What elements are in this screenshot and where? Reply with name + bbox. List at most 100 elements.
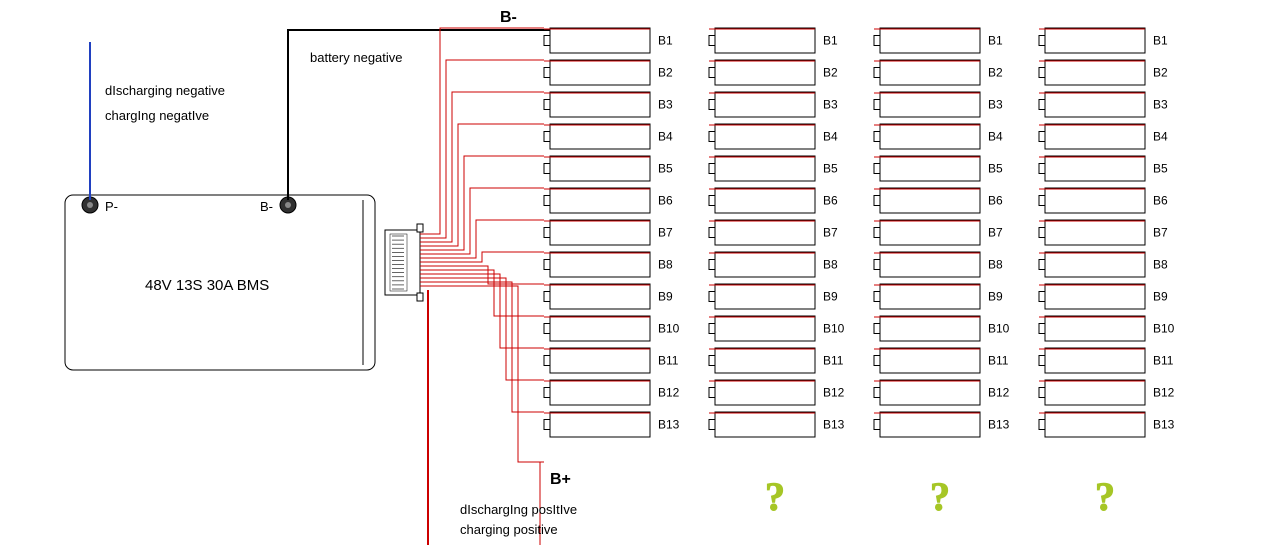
battery-cell: [1045, 380, 1145, 405]
battery-cell: [715, 156, 815, 181]
cell-label: B1: [1153, 34, 1168, 48]
battery-cell: [550, 252, 650, 277]
balance-wire: [420, 270, 544, 316]
balance-wire: [420, 60, 544, 238]
cell-label: B8: [823, 258, 838, 272]
cell-label: B5: [658, 162, 673, 176]
cell-label: B11: [823, 354, 844, 368]
battery-cell: [550, 220, 650, 245]
cell-label: B3: [823, 98, 838, 112]
cell-label: B9: [658, 290, 673, 304]
cell-label: B13: [988, 418, 1010, 432]
cell-label: B4: [1153, 130, 1168, 144]
balance-wire: [420, 156, 544, 250]
battery-cell: [550, 284, 650, 309]
cell-label: B7: [1153, 226, 1168, 240]
battery-cell: [715, 380, 815, 405]
battery-cell: [880, 412, 980, 437]
cell-label: B8: [658, 258, 673, 272]
battery-cell: [550, 188, 650, 213]
battery-cell: [550, 412, 650, 437]
question-mark-icon: ?: [765, 474, 785, 519]
battery-cell: [1045, 220, 1145, 245]
cell-label: B2: [1153, 66, 1168, 80]
cell-label: B11: [658, 354, 679, 368]
battery-cell: [880, 92, 980, 117]
battery-cell: [1045, 28, 1145, 53]
cell-label: B4: [823, 130, 838, 144]
balance-wire: [420, 124, 544, 246]
cell-label: B5: [988, 162, 1003, 176]
balance-wire: [420, 28, 544, 234]
wiring-diagram: 48V 13S 30A BMSP-B-dIscharging negativec…: [0, 0, 1264, 545]
cell-label: B4: [658, 130, 673, 144]
battery-cell: [1045, 252, 1145, 277]
p-minus-label: P-: [105, 199, 118, 214]
cell-label: B12: [658, 386, 680, 400]
battery-cell: [1045, 188, 1145, 213]
battery-cell: [1045, 316, 1145, 341]
balance-wire: [420, 274, 544, 348]
discharging-positive-label: dIschargIng posItIve: [460, 502, 577, 517]
battery-cell: [550, 60, 650, 85]
charging-positive-label: charging positive: [460, 522, 558, 537]
battery-cell: [550, 348, 650, 373]
battery-cell: [715, 188, 815, 213]
cell-label: B11: [988, 354, 1009, 368]
cell-label: B2: [988, 66, 1003, 80]
cell-label: B3: [658, 98, 673, 112]
cell-label: B3: [1153, 98, 1168, 112]
cell-label: B3: [988, 98, 1003, 112]
b-minus-label: B-: [260, 199, 273, 214]
battery-cell: [715, 28, 815, 53]
cell-label: B10: [658, 322, 680, 336]
cell-label: B5: [1153, 162, 1168, 176]
cell-label: B1: [988, 34, 1003, 48]
cell-label: B13: [823, 418, 845, 432]
cell-label: B2: [823, 66, 838, 80]
battery-cell: [880, 252, 980, 277]
b-plus-bottom-label: B+: [550, 471, 571, 488]
cell-label: B6: [658, 194, 673, 208]
cell-label: B5: [823, 162, 838, 176]
cell-label: B7: [658, 226, 673, 240]
cell-label: B10: [1153, 322, 1175, 336]
battery-cell: [715, 284, 815, 309]
battery-cell: [715, 412, 815, 437]
cell-label: B9: [988, 290, 1003, 304]
battery-cell: [880, 380, 980, 405]
bms-label: 48V 13S 30A BMS: [145, 277, 269, 294]
battery-cell: [1045, 92, 1145, 117]
cell-label: B13: [658, 418, 680, 432]
battery-cell: [880, 188, 980, 213]
cell-label: B12: [1153, 386, 1175, 400]
battery-cell: [715, 60, 815, 85]
battery-cell: [1045, 156, 1145, 181]
balance-wire: [420, 188, 544, 254]
battery-cell: [550, 156, 650, 181]
battery-cell: [880, 284, 980, 309]
battery-cell: [880, 124, 980, 149]
battery-cell: [715, 252, 815, 277]
cell-label: B13: [1153, 418, 1175, 432]
battery-cell: [550, 28, 650, 53]
cell-label: B9: [1153, 290, 1168, 304]
b-minus-top-label: B-: [500, 9, 517, 26]
cell-label: B11: [1153, 354, 1174, 368]
battery-cell: [715, 124, 815, 149]
cell-label: B12: [823, 386, 845, 400]
balance-wire: [420, 278, 544, 380]
battery-cell: [1045, 412, 1145, 437]
battery-cell: [880, 220, 980, 245]
battery-cell: [1045, 60, 1145, 85]
battery-cell: [715, 92, 815, 117]
cell-label: B8: [1153, 258, 1168, 272]
battery-cell: [880, 316, 980, 341]
cell-label: B7: [823, 226, 838, 240]
balance-wire: [420, 266, 544, 284]
question-mark-icon: ?: [1095, 474, 1115, 519]
battery-cell: [1045, 284, 1145, 309]
cell-label: B10: [823, 322, 845, 336]
cell-label: B9: [823, 290, 838, 304]
balance-wire: [420, 286, 544, 462]
